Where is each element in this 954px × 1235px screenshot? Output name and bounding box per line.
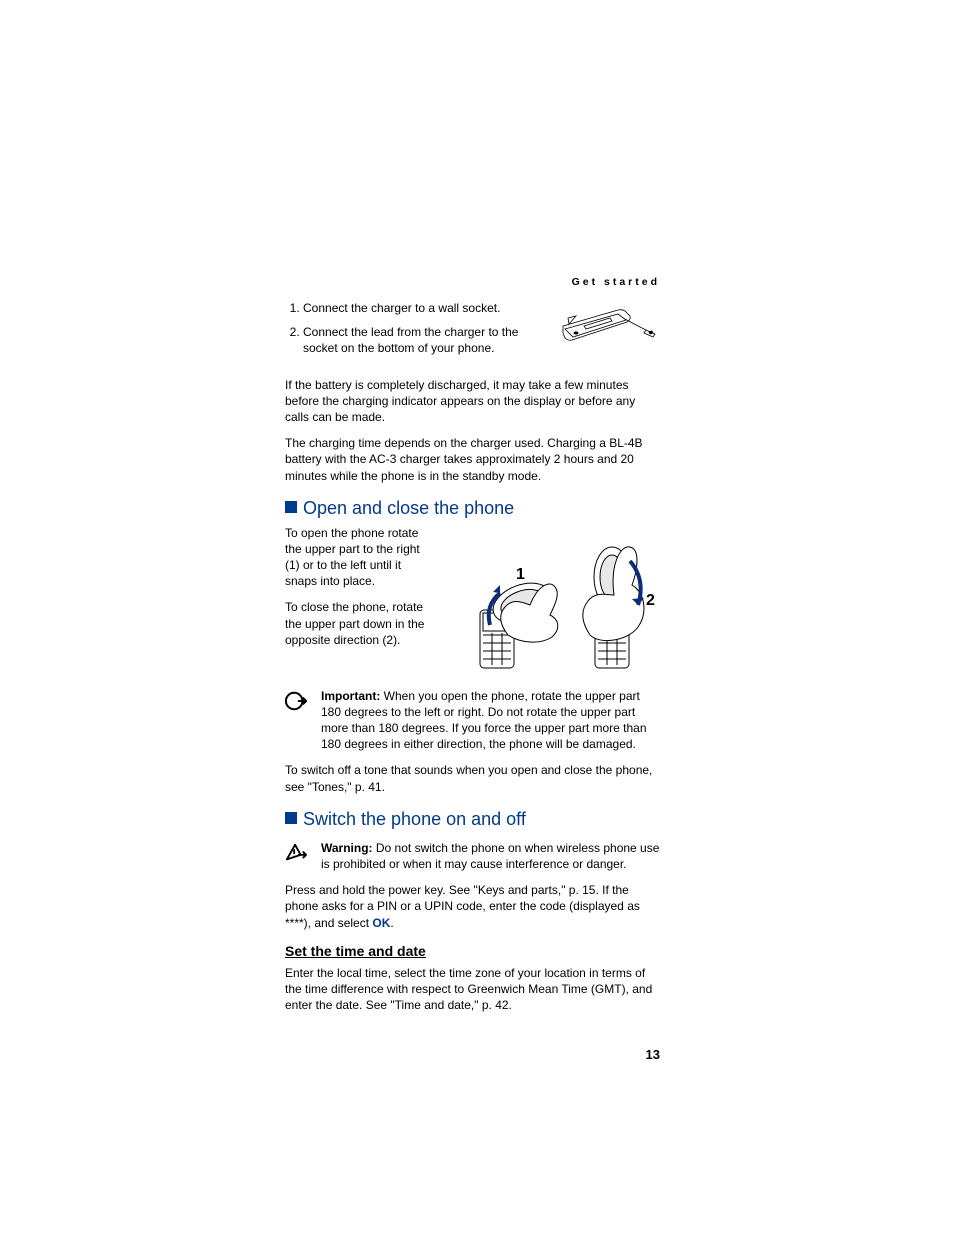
ok-action-label: OK <box>372 916 390 930</box>
open-close-figure: 1 <box>460 525 660 678</box>
body-paragraph: To open the phone rotate the upper part … <box>285 525 435 590</box>
square-bullet-icon <box>285 501 297 513</box>
open-close-text: To open the phone rotate the upper part … <box>285 525 435 658</box>
para-pre: Press and hold the power key. See "Keys … <box>285 883 640 929</box>
warning-icon <box>285 842 307 864</box>
body-paragraph: To close the phone, rotate the upper par… <box>285 599 435 648</box>
body-paragraph: Press and hold the power key. See "Keys … <box>285 882 660 931</box>
open-close-block: To open the phone rotate the upper part … <box>285 525 660 678</box>
page-content: Get started Connect the charger to a wal… <box>0 0 954 1062</box>
charger-steps-block: Connect the charger to a wall socket. Co… <box>285 300 660 367</box>
page-number: 13 <box>285 1047 660 1062</box>
page-header: Get started <box>285 276 660 288</box>
important-icon <box>285 690 307 712</box>
body-paragraph: The charging time depends on the charger… <box>285 435 660 484</box>
note-text: Warning: Do not switch the phone on when… <box>321 840 660 872</box>
section-heading-open-close: Open and close the phone <box>285 498 660 519</box>
section-title-text: Switch the phone on and off <box>303 809 526 829</box>
subsection-heading-datetime: Set the time and date <box>285 943 660 959</box>
note-text: Important: When you open the phone, rota… <box>321 688 660 753</box>
charger-figure <box>560 300 660 356</box>
note-label: Important: <box>321 689 380 703</box>
warning-note: Warning: Do not switch the phone on when… <box>285 840 660 872</box>
body-paragraph: Enter the local time, select the time zo… <box>285 965 660 1014</box>
square-bullet-icon <box>285 812 297 824</box>
important-note: Important: When you open the phone, rota… <box>285 688 660 753</box>
figure-label-2: 2 <box>646 592 655 609</box>
figure-label-1: 1 <box>516 566 525 583</box>
section-title-text: Open and close the phone <box>303 498 514 518</box>
body-paragraph: If the battery is completely discharged,… <box>285 377 660 426</box>
body-paragraph: To switch off a tone that sounds when yo… <box>285 762 660 794</box>
section-heading-switch: Switch the phone on and off <box>285 809 660 830</box>
para-post: . <box>390 916 393 930</box>
note-body: Do not switch the phone on when wireless… <box>321 841 659 871</box>
note-label: Warning: <box>321 841 373 855</box>
